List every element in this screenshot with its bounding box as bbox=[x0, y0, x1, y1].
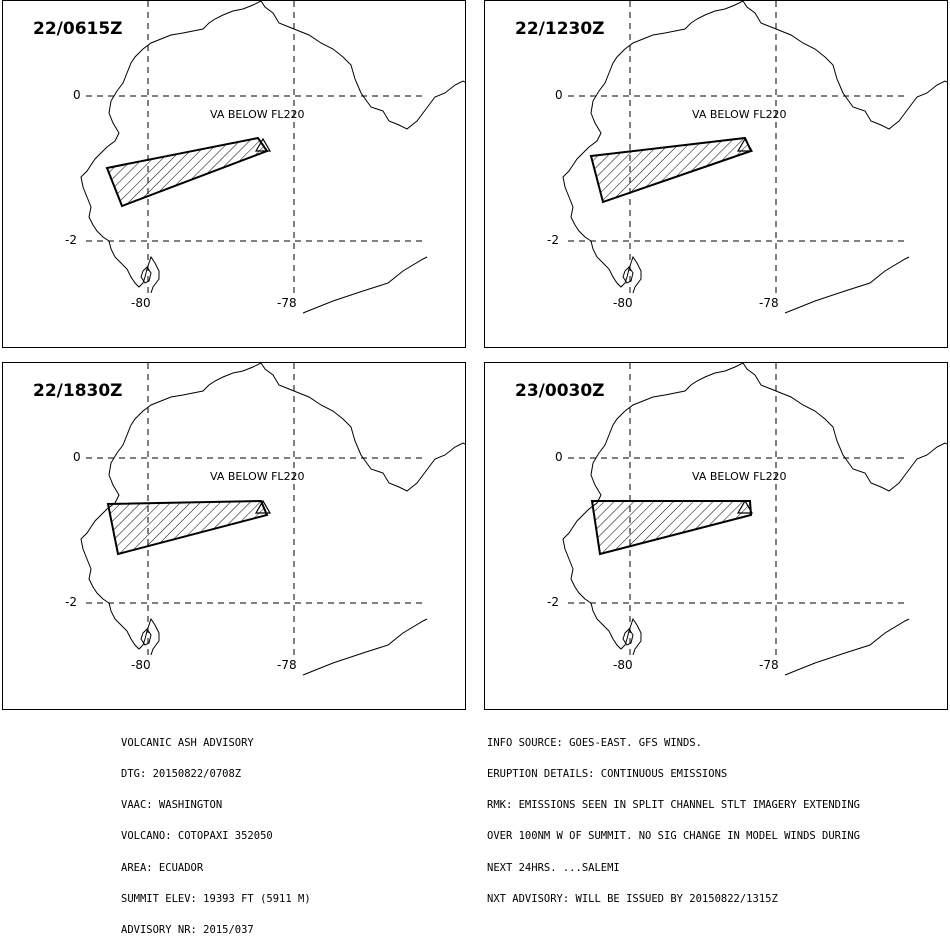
coastline-north bbox=[742, 1, 947, 130]
ash-cloud-polygon bbox=[590, 500, 753, 556]
coastline-south bbox=[784, 256, 910, 314]
lon-label-minus80: -80 bbox=[613, 658, 633, 672]
ash-level-label: VA BELOW FL220 bbox=[210, 108, 305, 121]
coastline-south bbox=[302, 256, 428, 314]
ash-level-label: VA BELOW FL220 bbox=[692, 470, 787, 483]
panel-time-label: 22/1230Z bbox=[515, 19, 605, 39]
advisory-info-left: VOLCANIC ASH ADVISORY DTG: 20150822/0708… bbox=[121, 717, 311, 946]
advisory-info-source: INFO SOURCE: GOES-EAST. GFS WINDS. bbox=[487, 736, 702, 749]
ash-cloud-polygon bbox=[589, 136, 753, 204]
lat-label-0: 0 bbox=[555, 450, 563, 464]
panel-time-label: 22/0615Z bbox=[33, 19, 123, 39]
coastline-west bbox=[80, 1, 262, 294]
ash-cloud-polygon bbox=[106, 499, 269, 556]
lon-label-minus80: -80 bbox=[131, 658, 151, 672]
lat-label-0: 0 bbox=[555, 88, 563, 102]
advisory-summit-elev: SUMMIT ELEV: 19393 FT (5911 M) bbox=[121, 892, 311, 905]
advisory-dtg: DTG: 20150822/0708Z bbox=[121, 768, 242, 781]
advisory-remarks-line-3: NEXT 24HRS. ...SALEMI bbox=[487, 861, 620, 874]
ash-level-label: VA BELOW FL220 bbox=[210, 470, 305, 483]
lon-label-minus78: -78 bbox=[277, 296, 297, 310]
lon-label-minus80: -80 bbox=[131, 296, 151, 310]
island-outline bbox=[140, 628, 152, 646]
forecast-panel-4: 23/0030Z VA BELOW FL220 0 -2 -80 -78 bbox=[484, 362, 948, 710]
advisory-volcano: VOLCANO: COTOPAXI 352050 bbox=[121, 830, 273, 843]
panel-time-label: 22/1830Z bbox=[33, 381, 123, 401]
map-canvas-1 bbox=[80, 1, 465, 314]
coastline-south bbox=[784, 618, 910, 676]
coastline-west bbox=[562, 363, 744, 656]
advisory-remarks-line-1: RMK: EMISSIONS SEEN IN SPLIT CHANNEL STL… bbox=[487, 799, 860, 812]
forecast-panel-1: 22/0615Z VA BELOW FL220 0 -2 -80 -78 bbox=[2, 0, 466, 348]
coastline-west bbox=[562, 1, 744, 294]
advisory-remarks-line-2: OVER 100NM W OF SUMMIT. NO SIG CHANGE IN… bbox=[487, 830, 860, 843]
advisory-area: AREA: ECUADOR bbox=[121, 861, 204, 874]
lat-label-minus2: -2 bbox=[547, 233, 559, 247]
island-outline bbox=[622, 628, 634, 646]
lat-label-minus2: -2 bbox=[65, 595, 77, 609]
forecast-panel-2: 22/1230Z VA BELOW FL220 0 -2 -80 -78 bbox=[484, 0, 948, 348]
map-canvas-2 bbox=[562, 1, 947, 314]
island-outline bbox=[622, 266, 634, 284]
advisory-number: ADVISORY NR: 2015/037 bbox=[121, 924, 254, 937]
lon-label-minus78: -78 bbox=[277, 658, 297, 672]
coastline-south bbox=[302, 618, 428, 676]
advisory-eruption-details: ERUPTION DETAILS: CONTINUOUS EMISSIONS bbox=[487, 768, 728, 781]
advisory-title: VOLCANIC ASH ADVISORY bbox=[121, 736, 254, 749]
advisory-info-right: INFO SOURCE: GOES-EAST. GFS WINDS. ERUPT… bbox=[487, 717, 860, 915]
coastline-north bbox=[742, 363, 947, 492]
lat-label-minus2: -2 bbox=[547, 595, 559, 609]
panel-time-label: 23/0030Z bbox=[515, 381, 605, 401]
lat-label-0: 0 bbox=[73, 450, 81, 464]
lon-label-minus80: -80 bbox=[613, 296, 633, 310]
advisory-next: NXT ADVISORY: WILL BE ISSUED BY 20150822… bbox=[487, 892, 778, 905]
coastline-west bbox=[80, 363, 262, 656]
forecast-panel-3: 22/1830Z VA BELOW FL220 0 -2 -80 -78 bbox=[2, 362, 466, 710]
ash-level-label: VA BELOW FL220 bbox=[692, 108, 787, 121]
map-canvas-3 bbox=[80, 363, 465, 676]
island-outline bbox=[140, 266, 152, 284]
map-canvas-4 bbox=[562, 363, 947, 676]
advisory-vaac: VAAC: WASHINGTON bbox=[121, 799, 223, 812]
coastline-north bbox=[260, 1, 465, 130]
lon-label-minus78: -78 bbox=[759, 296, 779, 310]
lon-label-minus78: -78 bbox=[759, 658, 779, 672]
coastline-north bbox=[260, 363, 465, 492]
lat-label-0: 0 bbox=[73, 88, 81, 102]
lat-label-minus2: -2 bbox=[65, 233, 77, 247]
ash-cloud-polygon bbox=[105, 136, 269, 208]
